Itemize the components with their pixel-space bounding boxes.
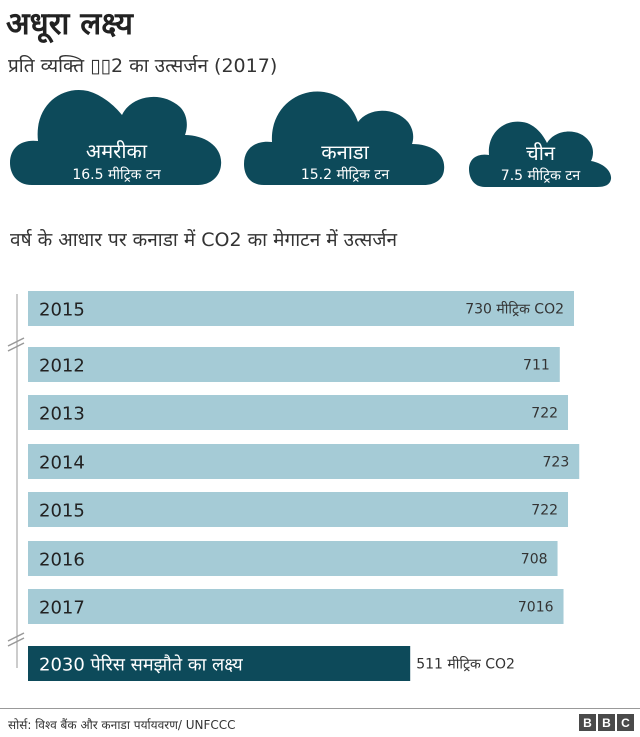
bar-2015 [28,492,569,527]
axis-break-mark [7,637,25,647]
bar-category-label: 2016 [39,550,85,571]
bar-value-label: 722 [531,503,558,519]
bar-value-label: 7016 [518,600,554,616]
target-bar [28,646,411,681]
cloud-country-name: अमरीका [85,139,148,163]
bar-2015 [28,291,574,326]
cloud-china: चीन 7.5 मीट्रिक टन [469,117,612,190]
bar-2013 [28,395,569,430]
bar-chart-title: वर्ष के आधार पर कनाडा में CO2 का मेगाटन … [10,229,398,251]
bar-2017 [28,589,564,624]
axis-break-mark [7,632,25,642]
chart-title: अधूरा लक्ष्य [6,6,134,42]
target-category-label: 2030 पेरिस समझौते का लक्ष्य [39,654,243,676]
logo-letter: B [598,714,615,731]
cloud-canada: कनाडा 15.2 मीट्रिक टन [244,88,446,190]
bar-value-label: 711 [523,358,550,374]
bar-chart: 2015 730 मीट्रिक CO2 2012 711 2013 722 2014 723… [7,291,580,681]
bar-category-label: 2017 [39,598,85,619]
bbc-logo: B B C [579,714,634,731]
bar-category-label: 2015 [39,300,85,321]
bar-2016 [28,541,558,576]
axis-break-mark [7,342,25,352]
bar-category-label: 2012 [39,356,85,377]
cloud-shape [244,91,445,185]
bar-value-label: 708 [521,552,548,568]
bar-2014 [28,444,580,479]
bar-value-label: 722 [531,406,558,422]
cloud-emission-value: 16.5 मीट्रिक टन [72,167,161,183]
logo-letter: B [579,714,596,731]
footer-divider [0,708,640,709]
subtitle: प्रति व्यक्ति ▯▯2 का उत्सर्जन (2017) [8,55,278,77]
bar-value-label: 723 [543,455,570,471]
source-credit: सोर्स: विश्व बैंक और कनाडा पर्यायवरण/ UN… [8,718,236,732]
cloud-shape [10,89,222,185]
logo-letter: C [617,714,634,731]
cloud-shape [469,121,612,187]
cloud-usa: अमरीका 16.5 मीट्रिक टन [10,85,223,190]
bar-category-label: 2015 [39,501,85,522]
target-value-label: 511 मीट्रिक CO2 [416,656,515,673]
cloud-emission-value: 7.5 मीट्रिक टन [500,168,581,184]
bar-2012 [28,347,560,382]
bar-value-label: 730 मीट्रिक CO2 [465,301,564,318]
axis-break-mark [7,337,25,347]
cloud-country-name: कनाडा [321,140,369,164]
cloud-country-name: चीन [526,141,555,165]
cloud-emission-value: 15.2 मीट्रिक टन [300,167,390,183]
bar-category-label: 2014 [39,453,85,474]
bar-category-label: 2013 [39,404,85,425]
